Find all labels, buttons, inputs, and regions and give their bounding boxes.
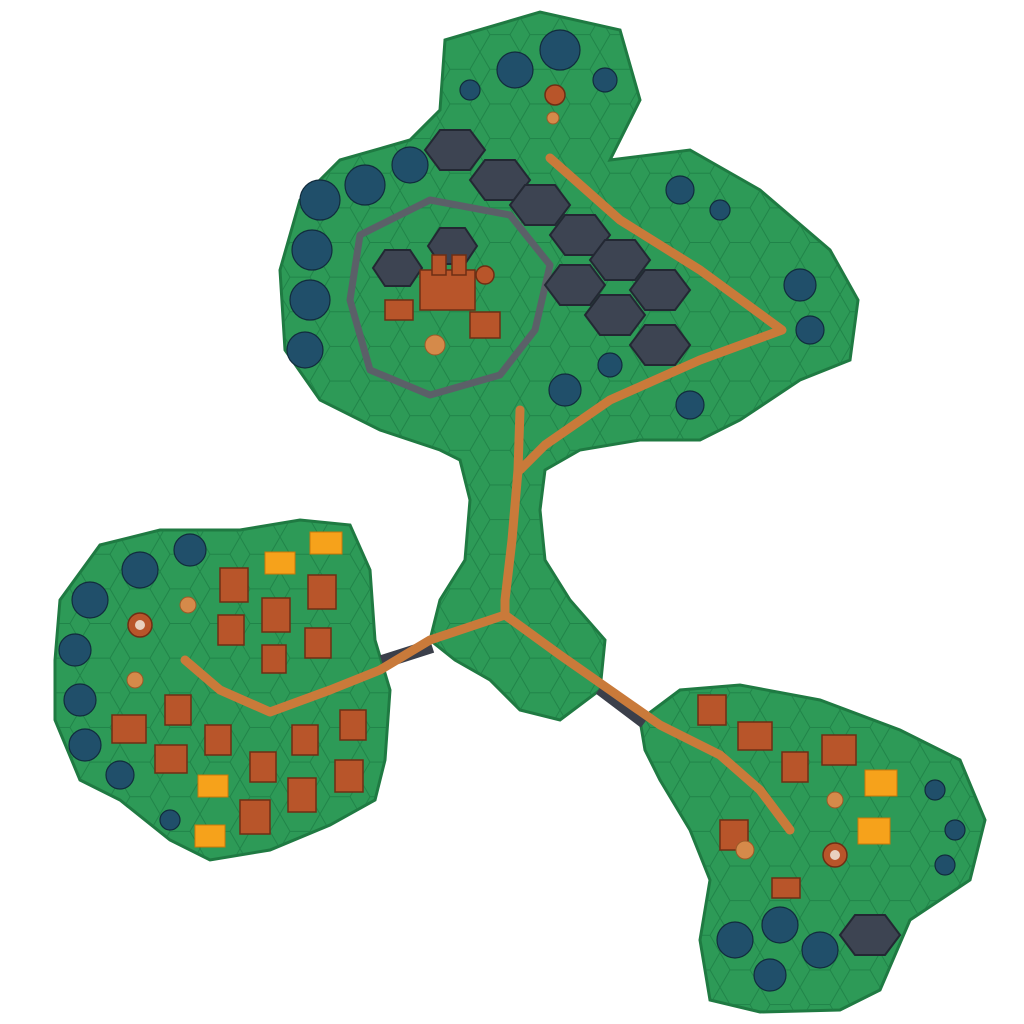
southeast-forest bbox=[716, 779, 966, 992]
west-houses bbox=[111, 567, 367, 835]
west-fields bbox=[194, 531, 343, 848]
road-southeast-branch bbox=[500, 610, 795, 835]
southeast-tower[interactable] bbox=[822, 842, 848, 868]
southeast-fields bbox=[857, 769, 898, 845]
road-north-stem bbox=[500, 405, 525, 620]
west-forest bbox=[58, 533, 207, 831]
roads bbox=[180, 153, 795, 835]
west-tower[interactable] bbox=[127, 612, 153, 638]
southeast-mountain bbox=[838, 914, 902, 956]
castle[interactable] bbox=[384, 254, 501, 356]
southeast-houses bbox=[697, 694, 857, 899]
road-north-triangle bbox=[515, 153, 787, 475]
road-west-branch bbox=[180, 610, 510, 717]
north-forest bbox=[286, 29, 825, 420]
north-mountains bbox=[371, 129, 692, 366]
north-tower[interactable] bbox=[544, 84, 566, 125]
castle-walls bbox=[346, 196, 554, 399]
